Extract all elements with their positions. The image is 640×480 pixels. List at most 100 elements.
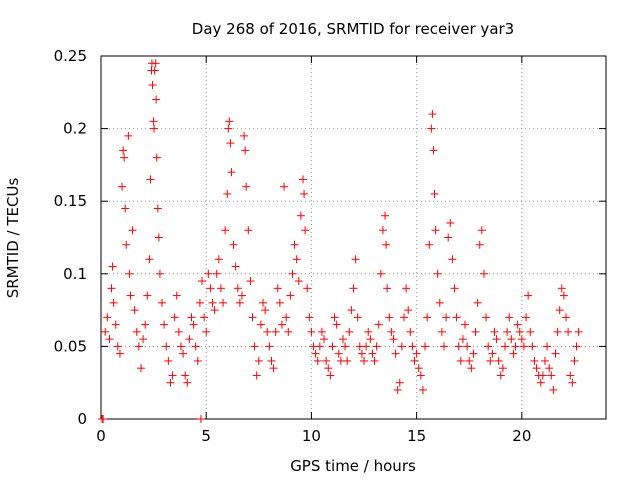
data-point: [286, 291, 295, 300]
data-point: [530, 356, 539, 365]
data-point: [146, 175, 155, 184]
data-point: [469, 349, 478, 358]
data-point: [557, 284, 566, 293]
data-point: [326, 371, 335, 380]
data-point: [193, 356, 202, 365]
data-point: [428, 110, 437, 119]
data-point: [154, 233, 163, 242]
data-point: [172, 291, 181, 300]
data-point: [427, 124, 436, 133]
data-point: [206, 284, 215, 293]
data-point: [393, 385, 402, 394]
y-axis-label: SRMTID / TECUs: [4, 178, 22, 299]
y-tick-label: 0.25: [54, 47, 87, 65]
data-point: [143, 291, 152, 300]
data-point: [246, 277, 255, 286]
data-point: [191, 342, 200, 351]
data-point: [208, 298, 217, 307]
data-point: [233, 284, 242, 293]
data-point: [353, 313, 362, 322]
data-point: [315, 342, 324, 351]
data-point: [317, 327, 326, 336]
data-point: [183, 378, 192, 387]
data-point: [250, 342, 259, 351]
data-point: [364, 327, 373, 336]
data-point: [408, 342, 417, 351]
data-point: [341, 342, 350, 351]
data-point: [410, 356, 419, 365]
data-point: [160, 320, 169, 329]
data-point: [496, 371, 505, 380]
data-point: [152, 95, 161, 104]
data-point: [235, 298, 244, 307]
data-point: [465, 356, 474, 365]
data-point: [164, 356, 173, 365]
data-point: [383, 284, 392, 293]
data-point: [214, 255, 223, 264]
data-point: [223, 189, 232, 198]
data-point: [256, 320, 265, 329]
data-point: [543, 342, 552, 351]
data-point: [149, 117, 158, 126]
data-point: [118, 182, 127, 191]
data-point: [261, 306, 270, 315]
data-point: [345, 327, 354, 336]
data-point: [430, 189, 439, 198]
data-point: [418, 385, 427, 394]
data-point: [224, 124, 233, 133]
data-point: [254, 356, 263, 365]
data-point: [517, 335, 526, 344]
data-point: [477, 226, 486, 235]
data-point: [227, 168, 236, 177]
data-point: [151, 59, 160, 68]
data-point: [395, 378, 404, 387]
data-point: [288, 269, 297, 278]
data-point: [150, 66, 159, 75]
data-point: [372, 342, 381, 351]
data-point: [148, 81, 157, 90]
data-point: [103, 313, 112, 322]
data-point: [515, 327, 524, 336]
data-point: [360, 356, 369, 365]
data-point: [381, 211, 390, 220]
data-point: [107, 284, 116, 293]
data-point: [349, 284, 358, 293]
data-point: [492, 335, 501, 344]
data-point: [229, 240, 238, 249]
data-point: [425, 240, 434, 249]
data-point: [347, 306, 356, 315]
data-point: [376, 269, 385, 278]
data-point: [244, 226, 253, 235]
data-point: [300, 189, 309, 198]
data-point: [313, 356, 322, 365]
data-point: [406, 327, 415, 336]
data-point: [570, 356, 579, 365]
data-point: [210, 306, 219, 315]
data-point: [181, 371, 190, 380]
data-point: [450, 284, 459, 293]
data-point: [196, 415, 205, 423]
data-point: [463, 342, 472, 351]
data-point: [109, 298, 118, 307]
data-point: [141, 320, 150, 329]
data-point: [120, 153, 129, 162]
data-point: [484, 342, 493, 351]
data-point: [555, 306, 564, 315]
data-point: [545, 364, 554, 373]
data-point: [473, 298, 482, 307]
data-point: [166, 378, 175, 387]
data-point: [423, 313, 432, 322]
data-point: [128, 226, 137, 235]
data-point: [400, 313, 408, 322]
data-point: [490, 327, 499, 336]
data-point: [108, 262, 117, 271]
data-point: [501, 342, 509, 351]
x-axis-label: GPS time / hours: [290, 457, 416, 475]
data-point: [338, 335, 347, 344]
data-point: [305, 313, 314, 322]
data-point: [568, 378, 577, 387]
data-point: [368, 349, 377, 358]
data-point: [259, 298, 268, 307]
data-point: [231, 262, 240, 271]
